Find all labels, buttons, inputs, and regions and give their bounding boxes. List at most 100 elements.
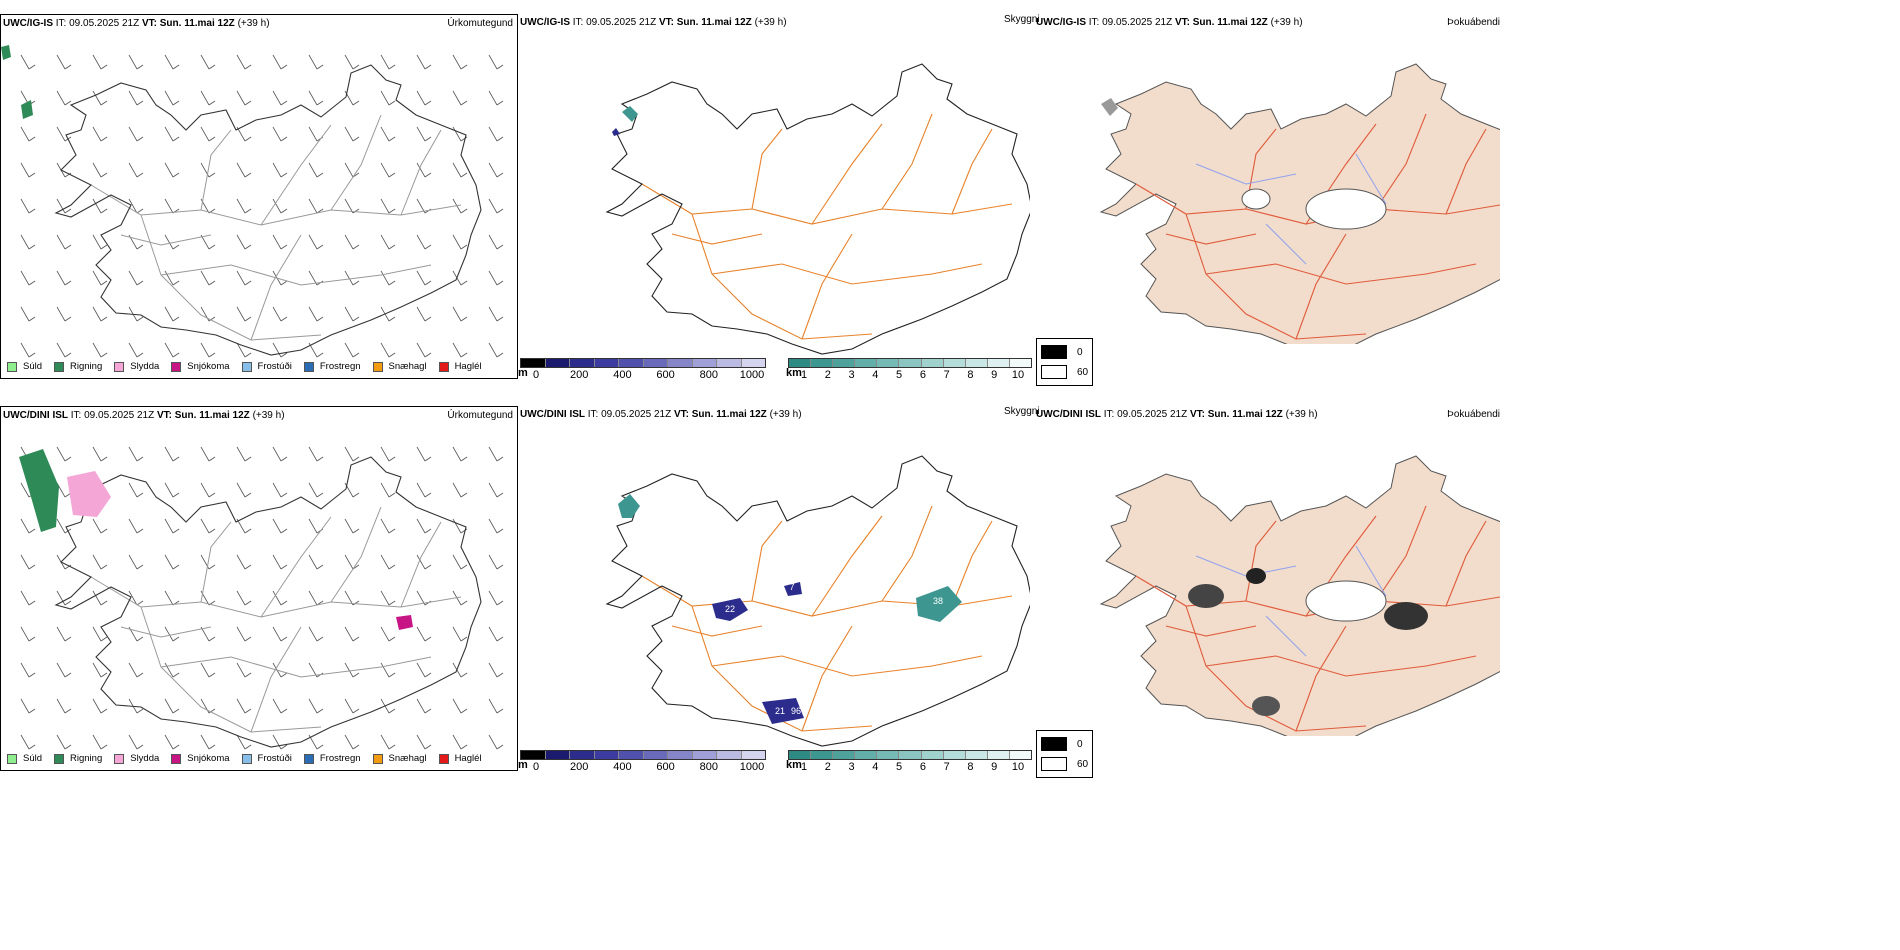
wind-barb — [344, 342, 360, 358]
fog-panel-bottom: UWC/DINI ISL IT: 09.05.2025 21Z VT: Sun.… — [1036, 406, 1500, 736]
panel-title-visibility: Skyggni — [1004, 406, 1040, 417]
cloudbase-unit: m — [518, 759, 528, 771]
wind-barb — [200, 234, 216, 250]
colorbar-tick: 2 — [824, 761, 831, 773]
model-name: UWC/DINI ISL — [520, 409, 585, 420]
wind-barb — [272, 626, 288, 642]
fog-map — [1100, 455, 1500, 736]
wind-barb — [56, 446, 72, 462]
cloudbase-cells — [520, 358, 766, 368]
lead-time: (+39 h) — [252, 410, 285, 421]
wind-barb — [488, 698, 504, 714]
wind-barb — [236, 126, 252, 142]
cell-value-label: 38 — [933, 596, 943, 606]
wind-barb — [452, 126, 468, 142]
legend-swatch — [114, 753, 125, 764]
fog-legend-label: 0 — [1077, 738, 1083, 750]
wind-barb — [488, 306, 504, 322]
cloudbase-colorbar: 0 200 400 600 800 1000 m — [518, 750, 766, 774]
legend-item: Frostúði — [241, 753, 292, 764]
legend-item: Haglél — [438, 753, 482, 764]
colorbar-cell — [921, 359, 944, 367]
valid-time: VT: Sun. 11.mai 12Z — [156, 410, 250, 421]
visibility-panel-bottom: UWC/DINI ISL IT: 09.05.2025 21Z VT: Sun.… — [518, 406, 1040, 774]
wind-barb — [56, 162, 72, 178]
wind-barb — [308, 90, 324, 106]
wind-barb — [56, 626, 72, 642]
wind-barb — [56, 90, 72, 106]
colorbar-tick: 8 — [967, 369, 974, 381]
wind-barb — [416, 126, 432, 142]
run-title: UWC/DINI ISL IT: 09.05.2025 21Z VT: Sun.… — [520, 409, 802, 420]
wind-barb — [20, 590, 36, 606]
wind-barb — [92, 590, 108, 606]
wind-barb — [56, 734, 72, 750]
legend-item: Haglél — [438, 361, 482, 372]
wind-barb — [236, 306, 252, 322]
wind-barb — [128, 90, 144, 106]
wind-barb — [452, 306, 468, 322]
wind-barb — [344, 54, 360, 70]
colorbar-tick: 3 — [848, 369, 855, 381]
colorbar-cell — [789, 751, 812, 759]
wind-barb — [20, 662, 36, 678]
model-name: UWC/IG-IS — [3, 18, 53, 29]
colorbar-cell — [987, 751, 1010, 759]
precip-snow-area — [396, 615, 413, 630]
colorbar-tick: 6 — [919, 761, 926, 773]
wind-barb — [164, 90, 180, 106]
wind-barb — [272, 518, 288, 534]
precip-rain-area — [1, 45, 33, 119]
colorbar-tick: 10 — [1011, 761, 1025, 773]
wind-barb — [128, 270, 144, 286]
wind-barb — [92, 446, 108, 462]
wind-barb — [236, 162, 252, 178]
legend-label: Haglél — [454, 361, 482, 372]
cell-value-label: 7 — [789, 582, 794, 592]
wind-barb — [128, 482, 144, 498]
wind-barb — [272, 162, 288, 178]
colorbar-tick: 1000 — [739, 369, 765, 381]
colorbar-cell — [570, 751, 595, 759]
wind-barb — [92, 626, 108, 642]
cloudbase-unit: m — [518, 367, 528, 379]
fog-legend-swatch — [1041, 757, 1067, 771]
colorbar-tick: 600 — [656, 369, 675, 381]
wind-barb — [92, 342, 108, 358]
wind-barb — [164, 306, 180, 322]
run-title: UWC/DINI ISL IT: 09.05.2025 21Z VT: Sun.… — [1036, 409, 1318, 420]
wind-barb — [272, 126, 288, 142]
colorbar-tick: 200 — [570, 761, 589, 773]
wind-barb — [344, 126, 360, 142]
colorbar-tick: 400 — [613, 761, 632, 773]
legend-swatch — [241, 753, 252, 764]
precip-sleet-area — [67, 471, 111, 517]
colorbar-cell — [877, 359, 900, 367]
fog-panel-top: UWC/IG-IS IT: 09.05.2025 21Z VT: Sun. 11… — [1036, 14, 1500, 344]
colorbar-cell — [741, 359, 765, 367]
colorbar-cell — [943, 751, 966, 759]
wind-barb — [164, 234, 180, 250]
visibility-colorbar: 1 2 3 4 5 6 7 8 9 10 km — [786, 358, 1032, 382]
colorbar-cell — [521, 359, 546, 367]
colorbar-cell — [943, 359, 966, 367]
wind-barb — [236, 626, 252, 642]
visibility-unit: km — [786, 367, 802, 379]
wind-barb — [416, 734, 432, 750]
wind-barb — [488, 162, 504, 178]
wind-barb — [92, 54, 108, 70]
legend-item: Súld — [7, 753, 42, 764]
wind-barb — [164, 662, 180, 678]
wind-barb — [452, 234, 468, 250]
visibility-unit: km — [786, 759, 802, 771]
precip-panel-top: UWC/IG-IS IT: 09.05.2025 21Z VT: Sun. 11… — [0, 14, 518, 379]
colorbar-cell — [619, 359, 644, 367]
wind-barb — [200, 342, 216, 358]
wind-barb — [416, 698, 432, 714]
wind-barb — [344, 306, 360, 322]
legend-swatch — [54, 753, 65, 764]
wind-barb — [308, 306, 324, 322]
wind-barb — [92, 270, 108, 286]
wind-barb — [488, 342, 504, 358]
wind-barb — [344, 518, 360, 534]
